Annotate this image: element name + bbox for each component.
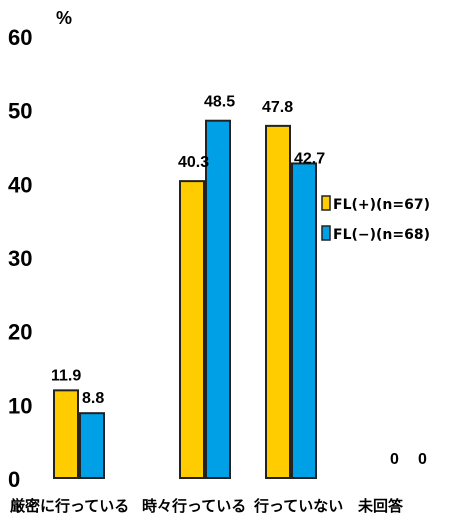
y-tick-label: 40 (8, 172, 32, 197)
legend: FL(+)(n=67) FL(−)(n=68) (321, 195, 430, 243)
bar-fl-minus-0 (79, 412, 105, 480)
legend-swatch (321, 225, 331, 241)
bars (53, 119, 317, 480)
category-label: 未回答 (357, 497, 404, 515)
bar-fl-plus-1 (179, 180, 205, 480)
data-labels: 11.98.8 40.3 48.5 47.8 42.7 0 0 (51, 94, 427, 468)
y-tick-label: 30 (8, 246, 32, 271)
y-tick-label: 0 (8, 467, 20, 492)
bar-fl-plus-0 (53, 389, 79, 479)
y-axis-unit-label: % (56, 8, 72, 28)
category-label: 行っていない (253, 497, 343, 515)
data-label: 8.8 (82, 390, 104, 407)
data-label: 47.8 (262, 99, 293, 116)
data-label: 0 (390, 451, 399, 468)
data-label: 40.3 (178, 154, 209, 171)
category-label: 時々行っている (142, 497, 246, 515)
y-axis-ticks: 0 10 20 30 40 50 60 (8, 25, 32, 492)
y-tick-label: 20 (8, 320, 32, 345)
bar-fl-minus-2 (291, 162, 317, 479)
data-label: 48.5 (204, 94, 235, 111)
category-labels: 厳密に行っている 時々行っている 行っていない 未回答 (10, 497, 404, 515)
data-label: 0 (418, 451, 427, 468)
y-tick-label: 50 (8, 99, 32, 124)
bar-fl-plus-2 (265, 124, 291, 480)
data-label: 42.7 (294, 150, 325, 167)
legend-label: FL(−)(n=68) (333, 227, 430, 243)
legend-swatch (321, 195, 331, 211)
legend-label: FL(+)(n=67) (333, 197, 430, 213)
data-label: 11.9 (51, 367, 81, 384)
category-label: 厳密に行っている (10, 497, 129, 515)
bar-fl-minus-1 (205, 119, 231, 479)
y-tick-label: 10 (8, 393, 32, 418)
y-tick-label: 60 (8, 25, 32, 50)
